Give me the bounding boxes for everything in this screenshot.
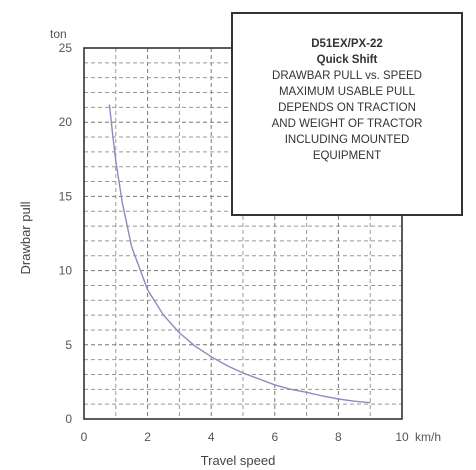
x-tick-label: 10 (395, 430, 409, 444)
annotation-line: DEPENDS ON TRACTION (278, 102, 416, 114)
y-tick-label: 20 (59, 115, 73, 129)
annotation-line: AND WEIGHT OF TRACTOR (271, 118, 423, 130)
y-tick-label: 5 (65, 338, 72, 352)
annotation-box: D51EX/PX-22 Quick Shift DRAWBAR PULL vs.… (231, 12, 463, 216)
y-axis-label: Drawbar pull (18, 201, 33, 274)
annotation-subtitle: Quick Shift (316, 54, 378, 66)
annotation-line: INCLUDING MOUNTED (284, 134, 410, 146)
annotation-line: MAXIMUM USABLE PULL (278, 86, 416, 98)
y-tick-label: 15 (59, 189, 73, 203)
y-tick-labels: 0 5 10 15 20 25 (59, 41, 73, 426)
x-tick-label: 4 (208, 430, 215, 444)
x-tick-label: 2 (144, 430, 151, 444)
grid-lines (84, 48, 402, 419)
drawbar-pull-curve (108, 104, 371, 404)
annotation-title: D51EX/PX-22 (311, 38, 383, 50)
x-tick-label: 6 (271, 430, 278, 444)
y-tick-label: 25 (59, 41, 73, 55)
annotation-line: EQUIPMENT (312, 150, 382, 162)
y-tick-label: 0 (65, 412, 72, 426)
x-unit-label: km/h (415, 430, 441, 444)
x-axis-label: Travel speed (201, 453, 276, 468)
y-tick-label: 10 (59, 264, 73, 278)
x-tick-label: 8 (335, 430, 342, 444)
annotation-line: DRAWBAR PULL vs. SPEED (272, 70, 422, 82)
y-unit-label: ton (50, 27, 67, 41)
x-tick-label: 0 (81, 430, 88, 444)
x-tick-labels: 0 2 4 6 8 10 (81, 430, 409, 444)
